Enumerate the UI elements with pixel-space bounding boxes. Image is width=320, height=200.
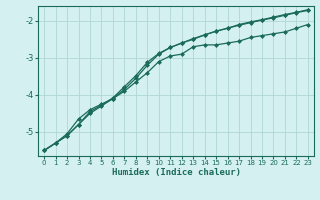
X-axis label: Humidex (Indice chaleur): Humidex (Indice chaleur) [111,168,241,177]
